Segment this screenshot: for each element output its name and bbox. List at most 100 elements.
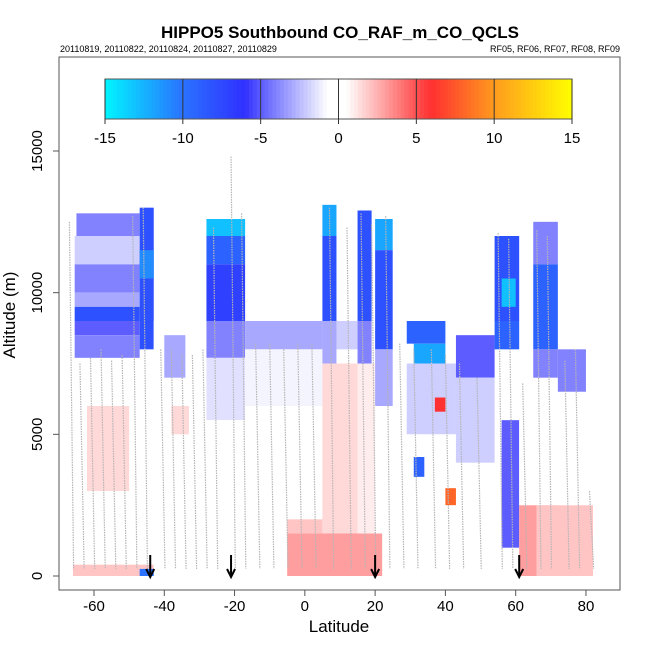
y-tick-label: 5000 [29,418,46,451]
flight-profile-line [121,354,127,569]
heatmap-cell [434,397,446,412]
colorbar-segment [404,79,410,119]
colorbar-segment [128,79,133,119]
heatmap-cell [519,505,537,576]
colorbar-segment [564,79,569,119]
colorbar-segment [540,79,546,119]
colorbar-segment [556,79,561,119]
flight-profile-line [68,221,75,569]
heatmap-cell [164,335,186,378]
colorbar-segment [517,79,523,119]
colorbar-tick-label: 0 [334,130,342,147]
colorbar-segment [284,79,289,119]
heatmap-cell [375,349,393,407]
colorbar-segment [463,79,468,119]
colorbar-segment [120,79,126,119]
flight-profile-line [328,207,335,569]
x-tick-label: 60 [507,598,524,615]
heatmap-cell [455,377,495,463]
colorbar-tick-label: -5 [254,130,267,147]
colorbar-segment [447,79,452,119]
heatmap-cell [76,213,140,237]
flight-profile-line [399,343,405,569]
colorbar-segment [140,79,145,119]
colorbar-segment [147,79,153,119]
heatmap-cell [336,321,358,350]
colorbar-segment [210,79,215,119]
colorbar-segment [536,79,542,119]
colorbar-segment [237,79,242,119]
colorbar-segment [435,79,441,119]
colorbar-segment [276,79,281,119]
heatmap-cell [519,406,537,506]
flight-profile-line [385,216,391,569]
x-tick-label: -40 [153,598,175,615]
flight-profile-line [100,349,106,569]
flight-profile-line [564,360,570,569]
colorbar-segment [167,79,172,119]
colorbar-segment [256,79,262,119]
colorbar-segment [354,79,359,119]
colorbar-segment [478,79,484,119]
flight-profile-line [160,349,166,569]
flight-profile-line [269,343,275,569]
heatmap-cell [406,363,456,435]
flight-profile-line [430,349,437,569]
x-tick-label: -60 [83,598,105,615]
y-tick-label: 10000 [29,272,46,314]
colorbar-segment [494,79,499,119]
colorbar-segment [416,79,421,119]
heatmap-cell [74,264,140,293]
colorbar-segment [408,79,414,119]
colorbar: -15 -10 -5 0 5 10 15 [94,78,580,147]
x-tick-label: 0 [301,598,309,615]
colorbar-segment [498,79,503,119]
colorbar-segment [155,79,161,119]
heatmap-cell [86,406,130,492]
colorbar-segment [486,79,491,119]
colorbar-segment [260,79,266,119]
sounding-arrows [145,555,525,580]
heatmap-cell [557,349,586,392]
colorbar-segment [143,79,149,119]
colorbar-segment [322,79,328,119]
heatmap-cell [455,335,495,378]
flight-profile-line [110,360,117,569]
colorbar-segment [533,79,538,119]
colorbar-segment [365,79,371,119]
colorbar-segment [459,79,464,119]
colorbar-segment [400,79,406,119]
subtitle-dates: 20110819, 20110822, 20110824, 20110827, … [60,44,277,54]
colorbar-segment [303,79,308,119]
arrow-head [370,568,381,580]
flight-profile-line [212,227,219,569]
colorbar-segment [548,79,554,119]
colorbar-segment [509,79,515,119]
heatmap-cell [501,278,516,307]
heatmap-cell [206,321,246,358]
flight-profile-line [522,383,528,569]
colorbar-segment [470,79,476,119]
colorbar-segment [385,79,390,119]
heatmap-cell [357,321,372,364]
flight-profile-line [546,235,553,569]
x-axis: -60 -40 -20 0 20 40 60 80 [83,589,595,615]
heatmap-cell [74,236,140,265]
colorbar-segment [552,79,558,119]
colorbar-segment [474,79,480,119]
heatmap-cell [74,321,140,336]
flight-profile-line [191,354,198,569]
x-tick-label: 80 [578,598,595,615]
heatmap-cell [139,250,154,279]
flight-profile-line [444,354,451,569]
heatmap-cell [445,488,456,506]
heatmap-cell [375,250,393,350]
flight-profile-line [574,349,581,569]
flight-profile-line [360,213,366,569]
flight-profile-line [170,349,177,569]
colorbar-segment [431,79,437,119]
colorbar-segment [451,79,456,119]
colorbar-segment [342,79,347,119]
colorbar-segment [291,79,297,119]
colorbar-segment [221,79,227,119]
